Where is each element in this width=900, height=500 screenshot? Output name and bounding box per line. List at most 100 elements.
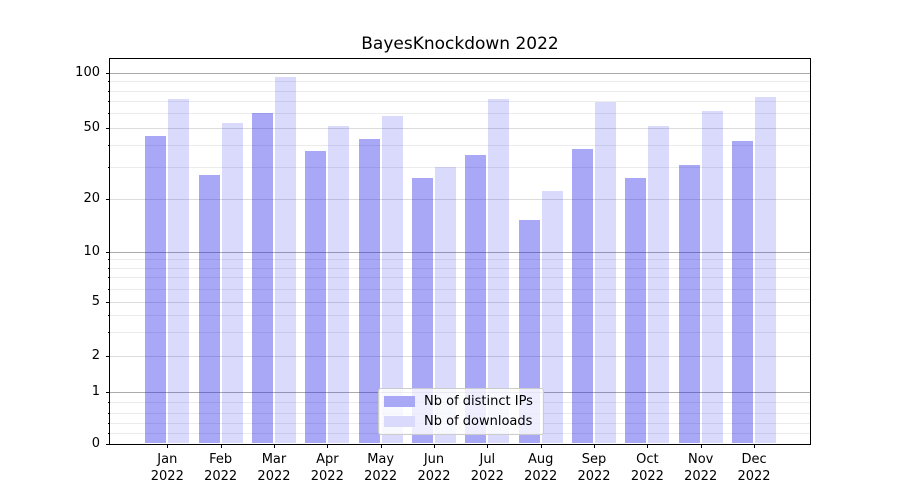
gridline-y-minor-90: [110, 81, 810, 83]
ytick-50: [106, 127, 110, 129]
ytick-minor-40: [107, 144, 110, 146]
ytick-2: [106, 356, 110, 357]
bar-feb-downloads: [221, 122, 243, 444]
legend-item-distinct-ips: Nb of distinct IPs: [384, 394, 535, 409]
ytick-minor-8: [107, 267, 110, 269]
ytick-label-1: 1: [91, 384, 100, 399]
gridline-y-minor-7: [110, 277, 810, 279]
xtick-label-nov: Nov 2022: [684, 452, 718, 484]
bar-apr-distinct-ips: [305, 150, 327, 444]
ytick-label-20: 20: [83, 190, 100, 206]
xtick-label-jan: Jan 2022: [150, 452, 184, 484]
bar-oct-distinct-ips: [625, 178, 647, 444]
ytick-minor-90: [107, 81, 110, 83]
xtick-label-oct: Oct 2022: [630, 452, 664, 484]
gridline-y-minor-80: [110, 90, 810, 92]
ytick-minor-0_2: [107, 433, 110, 435]
bar-jan-distinct-ips: [145, 135, 167, 444]
gridline-y-100: [110, 73, 810, 74]
xtick-label-jul: Jul 2022: [470, 452, 504, 484]
gridline-y-20: [110, 198, 810, 200]
bar-jun-downloads: [435, 167, 456, 444]
ytick-20: [106, 198, 110, 200]
bar-may-distinct-ips: [358, 139, 380, 444]
ytick-minor-4: [107, 315, 110, 317]
ytick-minor-70: [107, 101, 110, 103]
xtick-jan: [167, 443, 169, 448]
xtick-label-aug: Aug 2022: [524, 452, 558, 484]
xtick-mar: [273, 443, 275, 448]
ytick-label-10: 10: [83, 243, 100, 259]
bar-mar-downloads: [274, 77, 296, 444]
xtick-aug: [540, 443, 542, 448]
gridline-y-10: [110, 251, 810, 253]
ytick-5: [106, 302, 110, 303]
xtick-nov: [700, 443, 702, 448]
gridline-y-minor-30: [110, 167, 810, 169]
xtick-apr: [327, 443, 329, 448]
xtick-oct: [647, 443, 649, 448]
bar-aug-downloads: [541, 191, 563, 444]
xtick-jul: [487, 443, 489, 448]
xtick-may: [380, 443, 382, 448]
ytick-0: [106, 443, 110, 445]
ytick-label-0: 0: [91, 435, 100, 451]
gridline-y-minor-3: [110, 332, 810, 334]
legend-swatch-downloads-icon: [384, 416, 415, 427]
plot-area: [110, 59, 810, 444]
ytick-minor-60: [107, 113, 110, 115]
legend-swatch-distinct-ips-icon: [384, 396, 415, 407]
xtick-label-feb: Feb 2022: [204, 452, 238, 484]
ytick-minor-7: [107, 277, 110, 279]
ytick-minor-6: [107, 288, 110, 290]
bar-aug-distinct-ips: [518, 220, 540, 444]
bar-feb-distinct-ips: [198, 175, 220, 444]
bar-dec-distinct-ips: [732, 141, 754, 444]
ytick-label-5: 5: [91, 294, 100, 309]
bar-sep-downloads: [595, 102, 617, 444]
ytick-label-100: 100: [75, 65, 100, 80]
bar-jun-distinct-ips: [412, 178, 433, 444]
ytick-minor-0_8: [107, 402, 110, 404]
ytick-minor-0_4: [107, 422, 110, 424]
gridline-y-minor-9: [110, 259, 810, 261]
gridline-y-5: [110, 302, 810, 303]
bar-nov-distinct-ips: [678, 164, 700, 444]
xtick-label-may: May 2022: [364, 452, 398, 484]
xtick-label-mar: Mar 2022: [257, 452, 291, 484]
chart-title: BayesKnockdown 2022: [361, 34, 559, 54]
xtick-label-jun: Jun 2022: [417, 452, 451, 484]
xtick-jun: [434, 443, 435, 448]
ytick-10: [106, 251, 110, 253]
bar-dec-downloads: [755, 96, 777, 444]
bar-nov-downloads: [701, 110, 723, 444]
legend-item-downloads: Nb of downloads: [384, 414, 535, 429]
bar-jan-downloads: [168, 98, 190, 444]
ytick-label-50: 50: [83, 119, 100, 135]
gridline-y-minor-6: [110, 288, 810, 290]
gridline-y-50: [110, 127, 810, 129]
xtick-label-dec: Dec 2022: [737, 452, 771, 484]
xtick-feb: [220, 443, 222, 448]
ytick-1: [106, 392, 110, 393]
ytick-minor-0_6: [107, 412, 110, 414]
bar-jul-downloads: [488, 98, 510, 444]
xtick-dec: [754, 443, 756, 448]
gridline-y-minor-8: [110, 267, 810, 269]
bar-mar-distinct-ips: [251, 113, 273, 444]
ytick-minor-9: [107, 259, 110, 261]
gridline-y-2: [110, 356, 810, 357]
ytick-minor-80: [107, 90, 110, 92]
gridline-y-minor-40: [110, 144, 810, 146]
gridline-y-minor-70: [110, 101, 810, 103]
legend-label-downloads: Nb of downloads: [424, 414, 533, 429]
ytick-label-2: 2: [91, 348, 100, 363]
bar-oct-downloads: [648, 125, 670, 444]
legend-label-distinct-ips: Nb of distinct IPs: [424, 394, 533, 409]
ytick-minor-30: [107, 167, 110, 169]
xtick-sep: [594, 443, 596, 448]
ytick-100: [106, 73, 110, 74]
bar-may-downloads: [381, 115, 403, 444]
xtick-label-sep: Sep 2022: [577, 452, 611, 484]
